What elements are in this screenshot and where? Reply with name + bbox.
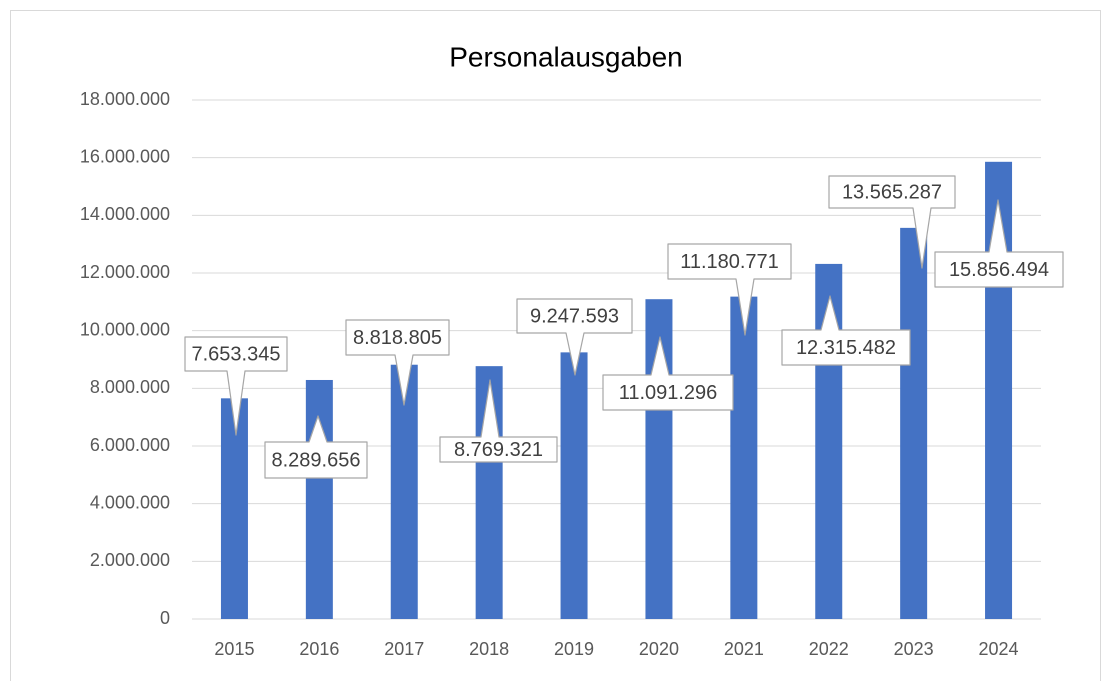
x-tick-label: 2024 xyxy=(979,639,1019,659)
x-tick-label: 2022 xyxy=(809,639,849,659)
data-label-callout xyxy=(264,415,368,479)
data-label-callout xyxy=(828,175,956,269)
bar xyxy=(390,364,418,619)
data-label: 12.315.482 xyxy=(796,337,896,359)
y-tick-label: 4.000.000 xyxy=(90,492,170,512)
x-tick-label: 2023 xyxy=(894,639,934,659)
data-label-callout xyxy=(439,379,558,463)
data-label-callout xyxy=(934,199,1064,288)
y-tick-label: 6.000.000 xyxy=(90,435,170,455)
x-tick-label: 2015 xyxy=(214,639,254,659)
data-label-callout xyxy=(516,298,633,376)
bar xyxy=(730,296,758,619)
y-tick-label: 0 xyxy=(160,608,170,628)
x-tick-label: 2019 xyxy=(554,639,594,659)
data-label-callout xyxy=(781,295,911,366)
y-tick-label: 10.000.000 xyxy=(80,319,170,339)
x-tick-label: 2016 xyxy=(299,639,339,659)
x-tick-label: 2018 xyxy=(469,639,509,659)
data-label-callout xyxy=(345,319,450,406)
data-label: 15.856.494 xyxy=(949,259,1049,281)
chart-title: Personalausgaben xyxy=(449,41,683,72)
y-tick-label: 12.000.000 xyxy=(80,262,170,282)
x-tick-label: 2021 xyxy=(724,639,764,659)
x-tick-label: 2017 xyxy=(384,639,424,659)
y-tick-label: 2.000.000 xyxy=(90,550,170,570)
data-label: 11.180.771 xyxy=(680,251,779,273)
y-tick-label: 8.000.000 xyxy=(90,377,170,397)
data-label: 13.565.287 xyxy=(842,181,942,203)
data-label: 7.653.345 xyxy=(192,343,281,365)
data-label: 8.818.805 xyxy=(353,327,442,349)
y-tick-label: 14.000.000 xyxy=(80,204,170,224)
y-tick-label: 16.000.000 xyxy=(80,146,170,166)
bar xyxy=(900,227,928,619)
data-label-callout xyxy=(667,243,792,336)
x-tick-label: 2020 xyxy=(639,639,679,659)
chart-border xyxy=(10,10,1101,681)
data-label-callout xyxy=(184,336,288,436)
bar xyxy=(220,398,248,619)
data-label: 11.091.296 xyxy=(619,382,718,404)
y-tick-label: 18.000.000 xyxy=(80,89,170,109)
data-label: 8.289.656 xyxy=(272,449,361,471)
bar xyxy=(305,379,333,619)
data-label: 9.247.593 xyxy=(530,305,619,327)
data-label: 8.769.321 xyxy=(454,439,543,461)
data-label-callout xyxy=(602,336,734,411)
bar xyxy=(560,352,588,619)
